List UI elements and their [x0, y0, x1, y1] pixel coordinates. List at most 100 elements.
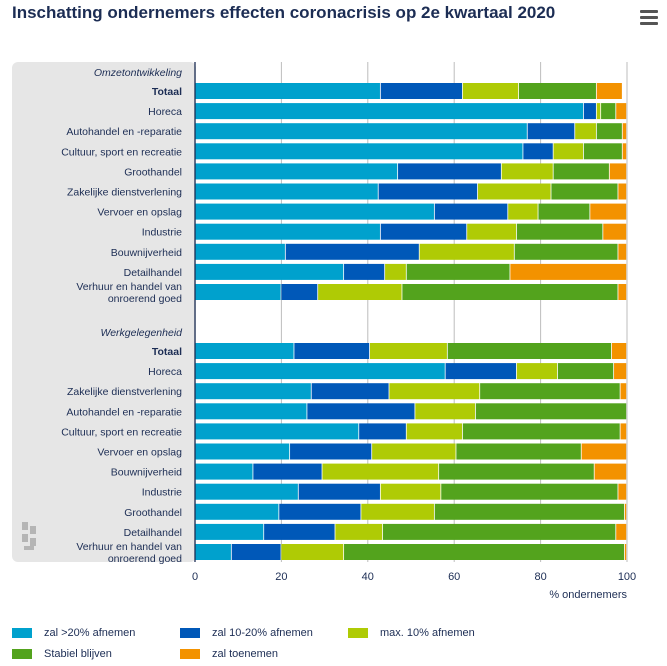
- bar-segment: [557, 363, 614, 380]
- bar-segment: [378, 183, 478, 200]
- category-label: Horeca: [148, 106, 182, 118]
- bar-segment: [361, 503, 434, 520]
- category-label: Detailhandel: [124, 527, 182, 539]
- bar-segment: [581, 443, 627, 460]
- legend-item[interactable]: zal >20% afnemen: [12, 627, 135, 639]
- bar-segment: [195, 143, 523, 160]
- bar-segment: [622, 143, 627, 160]
- category-label: Detailhandel: [124, 267, 182, 279]
- legend-item[interactable]: max. 10% afnemen: [348, 627, 475, 639]
- bar-segment: [406, 423, 463, 440]
- bar-segment: [462, 423, 620, 440]
- category-label: Verhuur en handel van onroerend goed: [76, 281, 182, 305]
- bar-segment: [516, 223, 603, 240]
- bar-segment: [415, 403, 475, 420]
- bar-segment: [441, 483, 618, 500]
- legend-item[interactable]: zal 10-20% afnemen: [180, 627, 313, 639]
- bar-segment: [195, 403, 307, 420]
- hamburger-menu-icon[interactable]: [640, 10, 658, 26]
- bar-segment: [583, 143, 622, 160]
- bar-segment: [596, 103, 601, 120]
- bar-segment: [195, 123, 527, 140]
- bar-segment: [279, 503, 361, 520]
- bar-segment: [385, 263, 406, 280]
- bar-segment: [322, 463, 439, 480]
- group-header: Omzetontwikkeling: [94, 67, 182, 79]
- bar-segment: [618, 483, 627, 500]
- category-label: Horeca: [148, 366, 182, 378]
- legend-swatch: [348, 628, 368, 638]
- bar-segment: [618, 183, 627, 200]
- bar-segment: [298, 483, 380, 500]
- bar-segment: [195, 523, 264, 540]
- bar-segment: [510, 263, 627, 280]
- chart-title: Inschatting ondernemers effecten coronac…: [12, 3, 556, 22]
- bar-segment: [475, 403, 627, 420]
- legend-label: zal toenemen: [212, 648, 279, 660]
- bar-segment: [294, 343, 370, 359]
- category-label: Bouwnijverheid: [111, 247, 182, 259]
- bar-segment: [195, 243, 285, 260]
- group-header: Werkgelegenheid: [100, 327, 183, 339]
- bar-segment: [553, 143, 583, 160]
- bar-segment: [290, 443, 372, 460]
- label-panel: [12, 62, 196, 562]
- bar-segment: [609, 163, 627, 180]
- legend-item[interactable]: zal toenemen: [180, 648, 278, 660]
- bar-segment: [359, 423, 406, 440]
- bar-segment: [618, 284, 627, 300]
- x-tick-label: 80: [534, 571, 546, 583]
- category-label: Totaal: [152, 86, 182, 98]
- bar-segment: [477, 183, 551, 200]
- x-tick-label: 60: [448, 571, 460, 583]
- legend-label: zal >20% afnemen: [44, 627, 136, 639]
- bar-segment: [551, 183, 618, 200]
- x-tick-label: 0: [192, 571, 198, 583]
- bar-segment: [195, 263, 344, 280]
- bar-segment: [398, 163, 501, 180]
- bar-segment: [195, 343, 294, 359]
- bar-segment: [434, 503, 625, 520]
- legend-label: zal 10-20% afnemen: [212, 627, 313, 639]
- bar-segment: [195, 223, 380, 240]
- bar-segment: [372, 443, 456, 460]
- bar-segment: [514, 243, 618, 260]
- bar-segment: [285, 243, 419, 260]
- x-axis-label: % ondernemers: [549, 589, 627, 601]
- bar-segment: [281, 544, 344, 560]
- bar-segment: [594, 463, 627, 480]
- legend-label: Stabiel blijven: [44, 648, 112, 660]
- bar-segment: [281, 284, 318, 300]
- bar-segment: [583, 103, 596, 120]
- category-label: Cultuur, sport en recreatie: [61, 426, 182, 438]
- bar-segment: [344, 263, 385, 280]
- legend-swatch: [12, 649, 32, 659]
- bar-segment: [596, 83, 622, 99]
- legend-label: max. 10% afnemen: [380, 627, 475, 639]
- x-tick-label: 100: [618, 571, 636, 583]
- bar-segment: [616, 103, 627, 120]
- bar-segment: [382, 523, 616, 540]
- bar-segment: [620, 423, 627, 440]
- bar-segment: [462, 83, 519, 99]
- bar-segment: [253, 463, 322, 480]
- bar-segment: [195, 463, 253, 480]
- bar-segment: [195, 383, 311, 400]
- bar-segment: [603, 223, 627, 240]
- legend-item[interactable]: Stabiel blijven: [12, 648, 112, 660]
- bar-segment: [611, 343, 627, 359]
- bar-segment: [195, 83, 380, 99]
- bar-segment: [538, 203, 590, 220]
- bar-segment: [439, 463, 594, 480]
- bar-segment: [596, 123, 622, 140]
- bar-segment: [624, 503, 627, 520]
- bar-segment: [195, 183, 378, 200]
- category-label: Zakelijke dienstverlening: [67, 187, 182, 199]
- bar-segment: [501, 163, 553, 180]
- legend-swatch: [12, 628, 32, 638]
- x-tick-label: 20: [275, 571, 287, 583]
- bar-segment: [369, 343, 447, 359]
- bar-segment: [590, 203, 627, 220]
- legend-swatch: [180, 649, 200, 659]
